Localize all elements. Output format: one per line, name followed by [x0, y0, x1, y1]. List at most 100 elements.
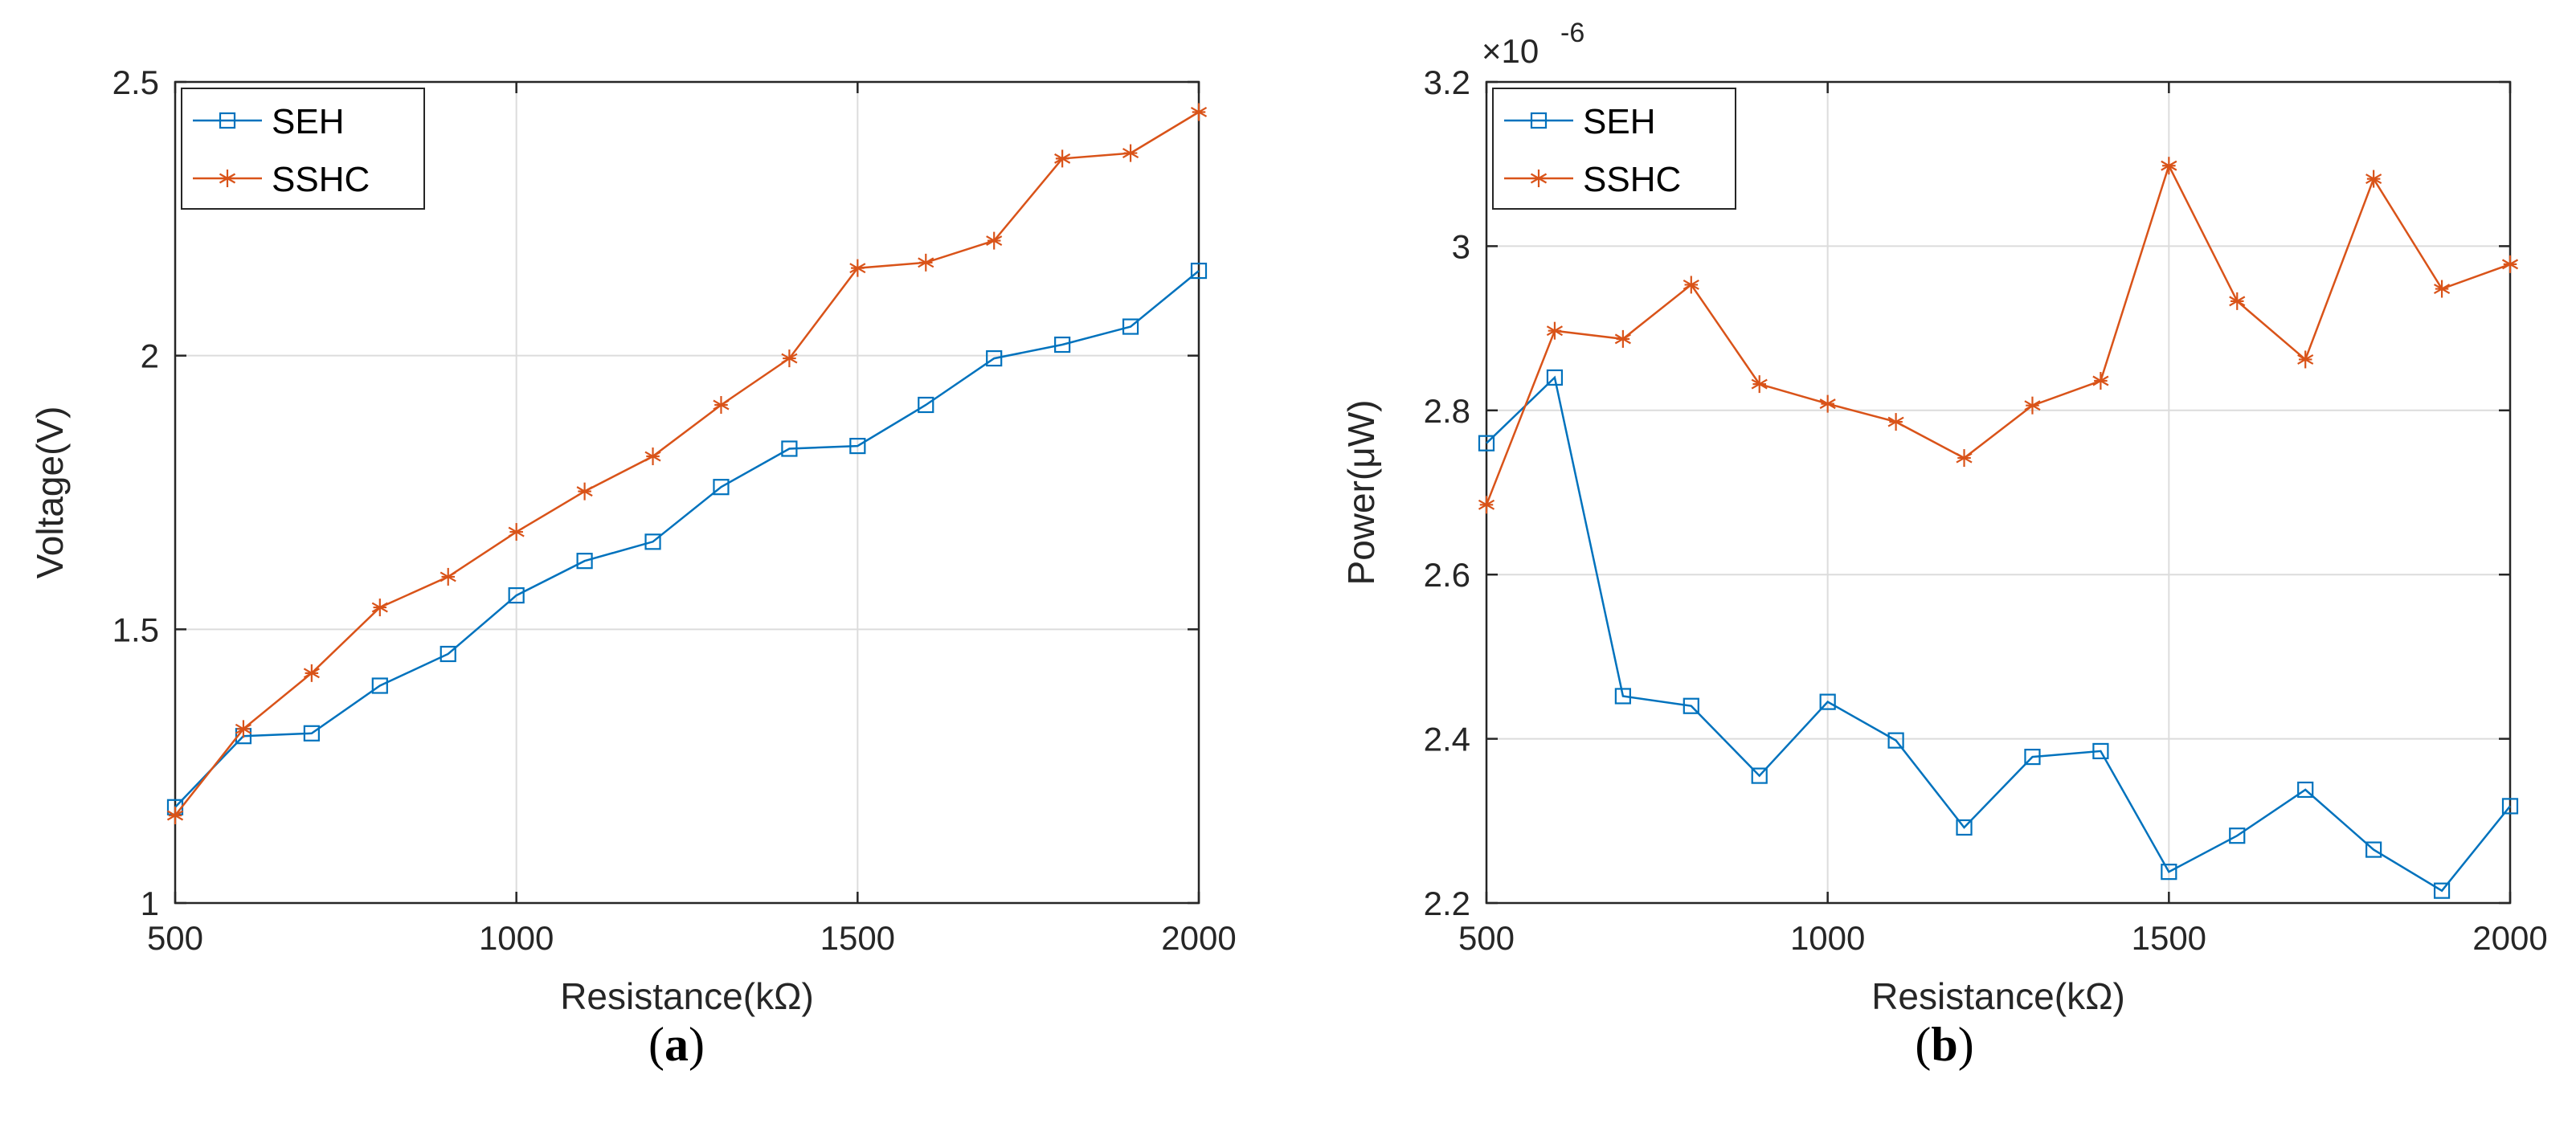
- y-tick-label: 2.6: [1424, 556, 1470, 594]
- data-point-sshc: [1190, 103, 1208, 121]
- data-point-seh: [2092, 742, 2109, 760]
- y-tick-label: 2: [141, 337, 159, 375]
- data-point-sshc: [713, 395, 730, 414]
- x-tick-label: 500: [1458, 919, 1515, 957]
- legend-label-seh: SEH: [1583, 102, 1655, 141]
- data-point-sshc: [2229, 292, 2246, 310]
- data-point-sshc: [1054, 149, 1071, 168]
- data-point-sshc: [918, 253, 934, 272]
- data-point-sshc: [235, 720, 252, 738]
- data-point-seh: [1054, 336, 1071, 353]
- y-exponent-label: ×10: [1482, 32, 1539, 70]
- data-point-sshc: [1478, 496, 1495, 514]
- y-tick-label: 1: [141, 885, 159, 922]
- data-point-sshc: [166, 806, 184, 824]
- y-axis-label: Power(μW): [1340, 400, 1382, 586]
- data-point-seh: [1956, 819, 1973, 836]
- y-exponent-power: -6: [1560, 18, 1584, 48]
- axes-frame: [1485, 80, 2512, 905]
- data-point-seh: [1190, 262, 1208, 280]
- series-line-sshc: [1485, 162, 2511, 505]
- x-tick-label: 500: [147, 919, 203, 957]
- data-point-sshc: [781, 349, 798, 368]
- panel-paren-open: (: [648, 1018, 664, 1071]
- plot-area: [175, 82, 1199, 903]
- panel-letter: b: [1931, 1018, 1957, 1071]
- legend-marker-sshc: [219, 170, 236, 187]
- series-line-seh: [1486, 375, 2511, 893]
- data-point-sshc: [1614, 329, 1631, 348]
- x-axis-label: Resistance(kΩ): [560, 975, 814, 1017]
- data-point-seh: [1546, 369, 1564, 386]
- axes-frame: [174, 80, 1200, 905]
- chart-a-voltage: 500 1000 1500 2000 1 1.5 2 2.5 Resistance(kΩ) Vol…: [29, 63, 1237, 1071]
- legend-label-sshc: SSHC: [272, 160, 370, 199]
- y-tick-label: 1.5: [112, 611, 159, 648]
- data-point-seh: [2024, 748, 2041, 766]
- y-tick-label: 2.8: [1424, 392, 1470, 430]
- data-point-sshc: [1751, 375, 1768, 394]
- data-point-seh: [1819, 693, 1836, 710]
- data-point-seh: [576, 553, 593, 570]
- series-line-seh: [174, 270, 1200, 808]
- data-point-seh: [303, 725, 320, 742]
- data-point-seh: [2161, 864, 2177, 881]
- legend-marker-sshc: [1530, 170, 1548, 187]
- panel-paren-close: ): [689, 1018, 705, 1071]
- panel-paren-close: ): [1958, 1018, 1974, 1071]
- x-tick-label: 2000: [2472, 919, 2547, 957]
- data-point-sshc: [1887, 413, 1904, 431]
- x-tick-label: 2000: [1161, 919, 1236, 957]
- data-point-seh: [1887, 732, 1904, 749]
- data-point-seh: [986, 349, 1003, 367]
- data-point-sshc: [2365, 170, 2382, 188]
- y-tick-label: 2.5: [112, 63, 159, 101]
- data-point-seh: [2229, 827, 2246, 844]
- data-point-seh: [918, 396, 934, 414]
- panel-letter: a: [664, 1018, 689, 1071]
- data-point-sshc: [303, 664, 320, 682]
- data-point-sshc: [1683, 276, 1699, 294]
- data-point-sshc: [2024, 396, 2041, 415]
- data-point-seh: [1122, 318, 1139, 335]
- data-point-sshc: [1819, 394, 1836, 413]
- data-point-seh: [2501, 798, 2519, 815]
- data-point-sshc: [1122, 144, 1139, 162]
- data-point-sshc: [644, 447, 661, 466]
- data-point-sshc: [1956, 449, 1973, 468]
- data-point-sshc: [2161, 157, 2177, 175]
- legend-box: [181, 88, 425, 210]
- data-point-seh: [2433, 882, 2451, 899]
- x-tick-label: 1500: [820, 919, 895, 957]
- x-tick-label: 1000: [479, 919, 554, 957]
- x-tick-label: 1500: [2132, 919, 2206, 957]
- data-point-sshc: [2092, 372, 2109, 390]
- data-point-sshc: [440, 567, 456, 586]
- data-point-sshc: [2501, 255, 2519, 273]
- data-point-seh: [1683, 697, 1699, 714]
- legend-label-seh: SEH: [272, 102, 344, 141]
- data-point-sshc: [2297, 350, 2314, 369]
- data-point-sshc: [1546, 321, 1564, 340]
- data-point-seh: [2365, 841, 2382, 858]
- plot-area: [1486, 82, 2510, 903]
- data-point-seh: [849, 437, 866, 455]
- legend-marker-seh: [219, 112, 236, 129]
- series-line-sshc: [174, 111, 1200, 816]
- y-tick-label: 2.4: [1424, 721, 1470, 758]
- data-point-sshc: [508, 523, 525, 541]
- data-point-sshc: [371, 599, 388, 617]
- data-point-seh: [781, 440, 798, 457]
- legend-label-sshc: SSHC: [1583, 160, 1681, 199]
- data-point-seh: [371, 677, 388, 694]
- data-point-sshc: [986, 231, 1003, 250]
- x-tick-label: 1000: [1790, 919, 1865, 957]
- data-point-seh: [644, 533, 661, 550]
- data-point-sshc: [2433, 280, 2451, 298]
- data-point-seh: [713, 479, 730, 496]
- y-tick-label: 3: [1452, 227, 1470, 265]
- y-tick-label: 2.2: [1424, 885, 1470, 922]
- data-point-sshc: [576, 482, 593, 501]
- data-point-seh: [440, 645, 456, 663]
